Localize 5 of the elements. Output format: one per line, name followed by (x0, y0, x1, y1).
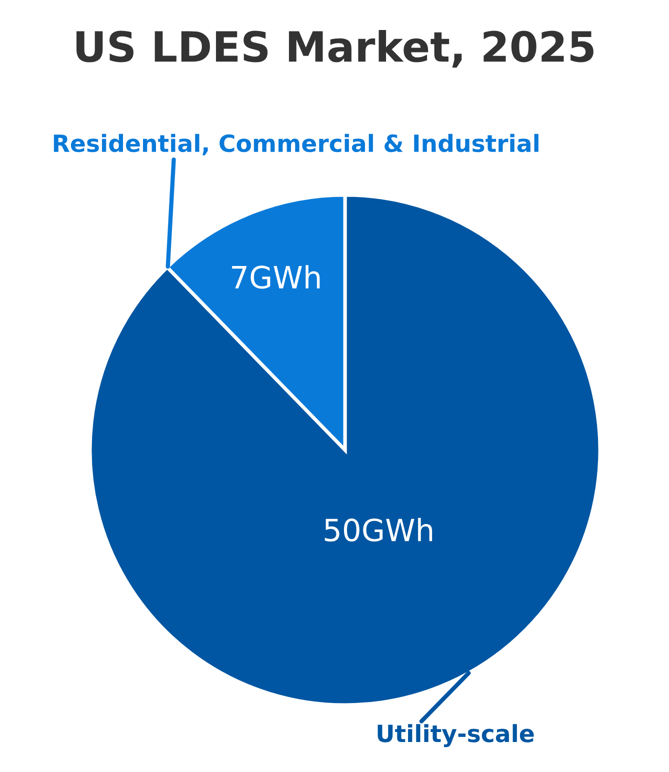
data-label: 50GWh (324, 518, 432, 542)
slice-label: Residential, Commercial & Industrial (54, 134, 538, 156)
slice-label: Utility-scale (378, 724, 534, 748)
data-label: 7GWh (232, 265, 320, 289)
chart-title: US LDES Market, 2025 (76, 30, 594, 68)
